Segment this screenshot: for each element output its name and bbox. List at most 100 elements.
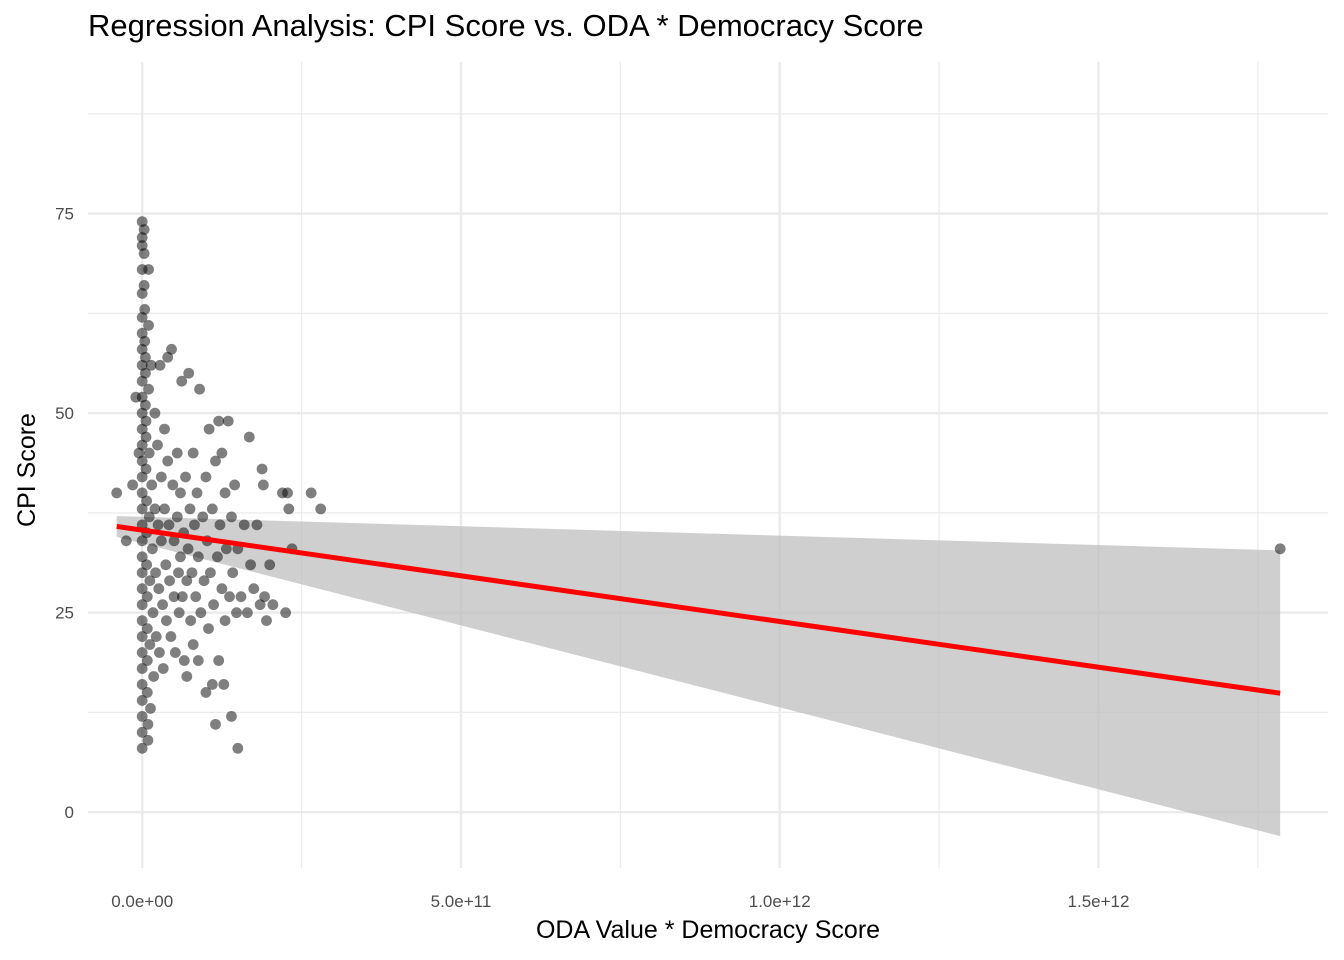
- data-point: [152, 439, 163, 451]
- chart-title: Regression Analysis: CPI Score vs. ODA *…: [88, 8, 924, 43]
- data-point: [136, 551, 148, 563]
- data-point: [181, 575, 193, 587]
- data-point: [198, 575, 210, 587]
- confidence-band: [116, 516, 1281, 837]
- regression-line-group: [116, 523, 1281, 696]
- data-point: [148, 671, 160, 682]
- data-point: [216, 447, 228, 459]
- data-point: [136, 710, 148, 722]
- data-point: [256, 463, 268, 475]
- data-point: [150, 567, 161, 579]
- data-point: [194, 383, 205, 395]
- data-point: [159, 503, 170, 515]
- data-point: [140, 415, 152, 427]
- data-point: [143, 383, 154, 395]
- data-point: [145, 359, 157, 371]
- data-point: [261, 615, 272, 627]
- data-point: [203, 623, 214, 634]
- data-point: [187, 447, 199, 459]
- data-point: [213, 415, 225, 427]
- data-point: [212, 551, 223, 563]
- data-point: [214, 519, 226, 531]
- data-point: [127, 479, 139, 491]
- data-point: [157, 599, 168, 611]
- data-point: [192, 655, 204, 666]
- data-point: [213, 655, 225, 666]
- data-point: [210, 718, 221, 730]
- data-point: [136, 535, 148, 547]
- y-axis-ticks: 0 25 50 75: [55, 205, 74, 823]
- data-point: [315, 503, 327, 515]
- data-point: [243, 431, 255, 443]
- data-point: [227, 567, 239, 579]
- data-point: [169, 647, 181, 658]
- x-axis-title: ODA Value * Democracy Score: [536, 916, 880, 944]
- data-point: [160, 559, 172, 571]
- data-point: [187, 639, 199, 650]
- y-tick-label: 25: [55, 604, 74, 623]
- data-point: [200, 471, 212, 483]
- data-point: [181, 671, 193, 682]
- data-point: [150, 631, 162, 642]
- data-point: [283, 503, 295, 515]
- data-point: [141, 559, 153, 571]
- data-point: [153, 583, 165, 595]
- data-point: [197, 511, 209, 523]
- data-point: [146, 479, 158, 491]
- data-point: [264, 559, 276, 571]
- data-point: [175, 551, 186, 563]
- data-point: [189, 519, 200, 531]
- data-point: [229, 479, 241, 491]
- data-point: [143, 511, 155, 523]
- data-point: [171, 511, 183, 523]
- data-point: [254, 599, 266, 611]
- y-axis-title: CPI Score: [13, 413, 41, 527]
- data-point: [139, 335, 151, 347]
- data-point: [136, 647, 148, 658]
- data-point: [144, 639, 156, 650]
- data-point: [136, 503, 148, 515]
- data-point: [136, 663, 148, 674]
- data-point: [305, 487, 317, 499]
- data-point: [154, 359, 166, 371]
- data-point: [259, 591, 270, 603]
- data-point: [143, 319, 154, 331]
- data-point: [140, 431, 152, 443]
- data-point: [282, 487, 293, 499]
- data-point: [173, 567, 184, 579]
- data-point: [176, 591, 188, 603]
- data-point: [257, 479, 269, 491]
- data-point: [280, 607, 292, 619]
- data-point: [164, 575, 176, 587]
- data-point: [218, 679, 230, 690]
- data-point: [210, 455, 221, 467]
- data-point: [154, 647, 165, 658]
- data-point: [136, 631, 148, 642]
- data-point: [136, 599, 148, 611]
- data-point: [159, 423, 170, 435]
- data-point: [166, 343, 177, 355]
- data-point: [195, 607, 207, 619]
- regression-line: [116, 523, 1281, 696]
- data-point: [142, 734, 154, 746]
- data-point: [191, 487, 203, 499]
- x-tick-label: 5.0e+11: [431, 892, 492, 911]
- data-point: [147, 607, 159, 619]
- data-point: [226, 511, 237, 523]
- data-point: [145, 702, 156, 714]
- data-point: [157, 663, 169, 674]
- data-point: [136, 679, 148, 690]
- data-point: [161, 615, 172, 627]
- data-point: [143, 264, 154, 275]
- data-point: [136, 583, 148, 595]
- data-point: [136, 615, 148, 627]
- data-point: [136, 742, 148, 754]
- x-tick-label: 0.0e+00: [111, 892, 173, 911]
- data-point: [139, 303, 151, 315]
- data-point: [171, 447, 183, 459]
- data-point: [192, 551, 204, 563]
- data-point: [120, 535, 132, 547]
- minor-gridlines: [88, 62, 1328, 868]
- data-point: [163, 519, 175, 531]
- data-point: [206, 679, 218, 690]
